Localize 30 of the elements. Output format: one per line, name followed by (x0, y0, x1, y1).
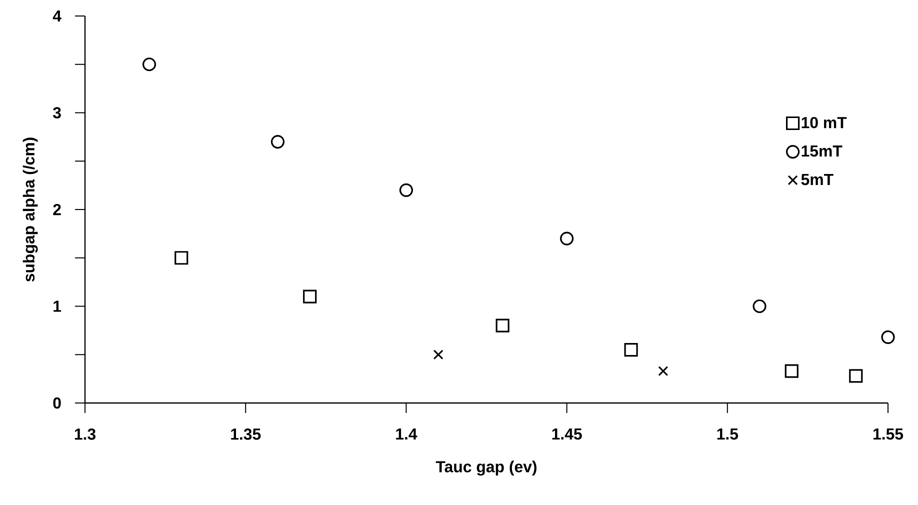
x-axis-title: Tauc gap (ev) (436, 460, 536, 476)
legend-label: 10 mT (802, 116, 847, 128)
point (433, 350, 444, 360)
point (174, 251, 188, 265)
point (496, 318, 510, 332)
point (752, 299, 766, 314)
legend-label: 15mT (802, 146, 842, 157)
x-tick-label: 1.4 (396, 428, 418, 440)
y-tick-label: 2 (53, 204, 61, 216)
y-tick-label: 1 (54, 300, 62, 312)
x-tick-label: 1.35 (231, 428, 261, 440)
point (399, 183, 414, 197)
legend-label: 5mT (801, 174, 834, 186)
point (270, 134, 285, 149)
x-tick-label: 1.55 (874, 428, 904, 440)
point (142, 58, 156, 72)
y-tick-label: 4 (52, 10, 62, 22)
x-tick-label: 1.5 (717, 428, 738, 440)
point (560, 232, 574, 246)
point (303, 290, 317, 304)
point (849, 369, 863, 383)
y-tick-label: 0 (53, 397, 61, 409)
point (624, 342, 638, 357)
point (658, 366, 668, 376)
x-tick-label: 1.45 (552, 428, 582, 440)
x-tick-label: 1.3 (74, 428, 96, 440)
point (784, 364, 798, 378)
y-tick-label: 3 (52, 107, 61, 118)
y-axis-title: subgap alpha (/cm) (22, 138, 38, 282)
point (881, 330, 895, 344)
